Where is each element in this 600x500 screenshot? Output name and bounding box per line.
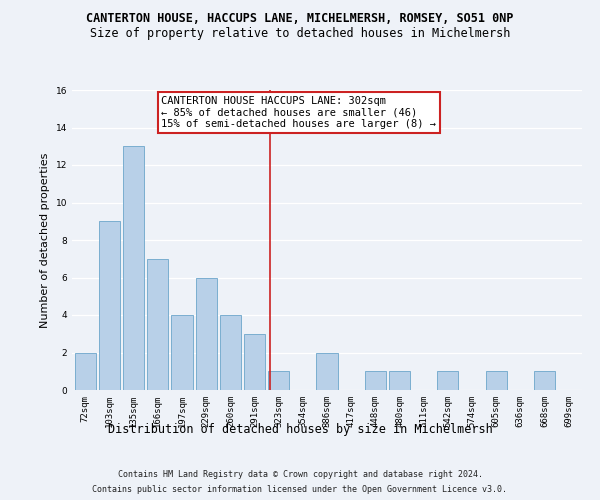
Text: Contains HM Land Registry data © Crown copyright and database right 2024.: Contains HM Land Registry data © Crown c… — [118, 470, 482, 479]
Bar — [172, 315, 193, 390]
Text: Distribution of detached houses by size in Michelmersh: Distribution of detached houses by size … — [107, 422, 493, 436]
Bar — [74, 352, 96, 390]
Bar — [316, 352, 338, 390]
Bar — [244, 334, 265, 390]
Bar — [485, 371, 507, 390]
Text: Contains public sector information licensed under the Open Government Licence v3: Contains public sector information licen… — [92, 485, 508, 494]
Bar — [99, 221, 120, 390]
Bar — [147, 259, 169, 390]
Bar — [123, 146, 144, 390]
Bar — [534, 371, 555, 390]
Bar — [389, 371, 410, 390]
Bar — [437, 371, 458, 390]
Text: Size of property relative to detached houses in Michelmersh: Size of property relative to detached ho… — [90, 28, 510, 40]
Y-axis label: Number of detached properties: Number of detached properties — [40, 152, 50, 328]
Bar — [196, 278, 217, 390]
Bar — [220, 315, 241, 390]
Text: CANTERTON HOUSE HACCUPS LANE: 302sqm
← 85% of detached houses are smaller (46)
1: CANTERTON HOUSE HACCUPS LANE: 302sqm ← 8… — [161, 96, 436, 129]
Bar — [365, 371, 386, 390]
Bar — [268, 371, 289, 390]
Text: CANTERTON HOUSE, HACCUPS LANE, MICHELMERSH, ROMSEY, SO51 0NP: CANTERTON HOUSE, HACCUPS LANE, MICHELMER… — [86, 12, 514, 26]
